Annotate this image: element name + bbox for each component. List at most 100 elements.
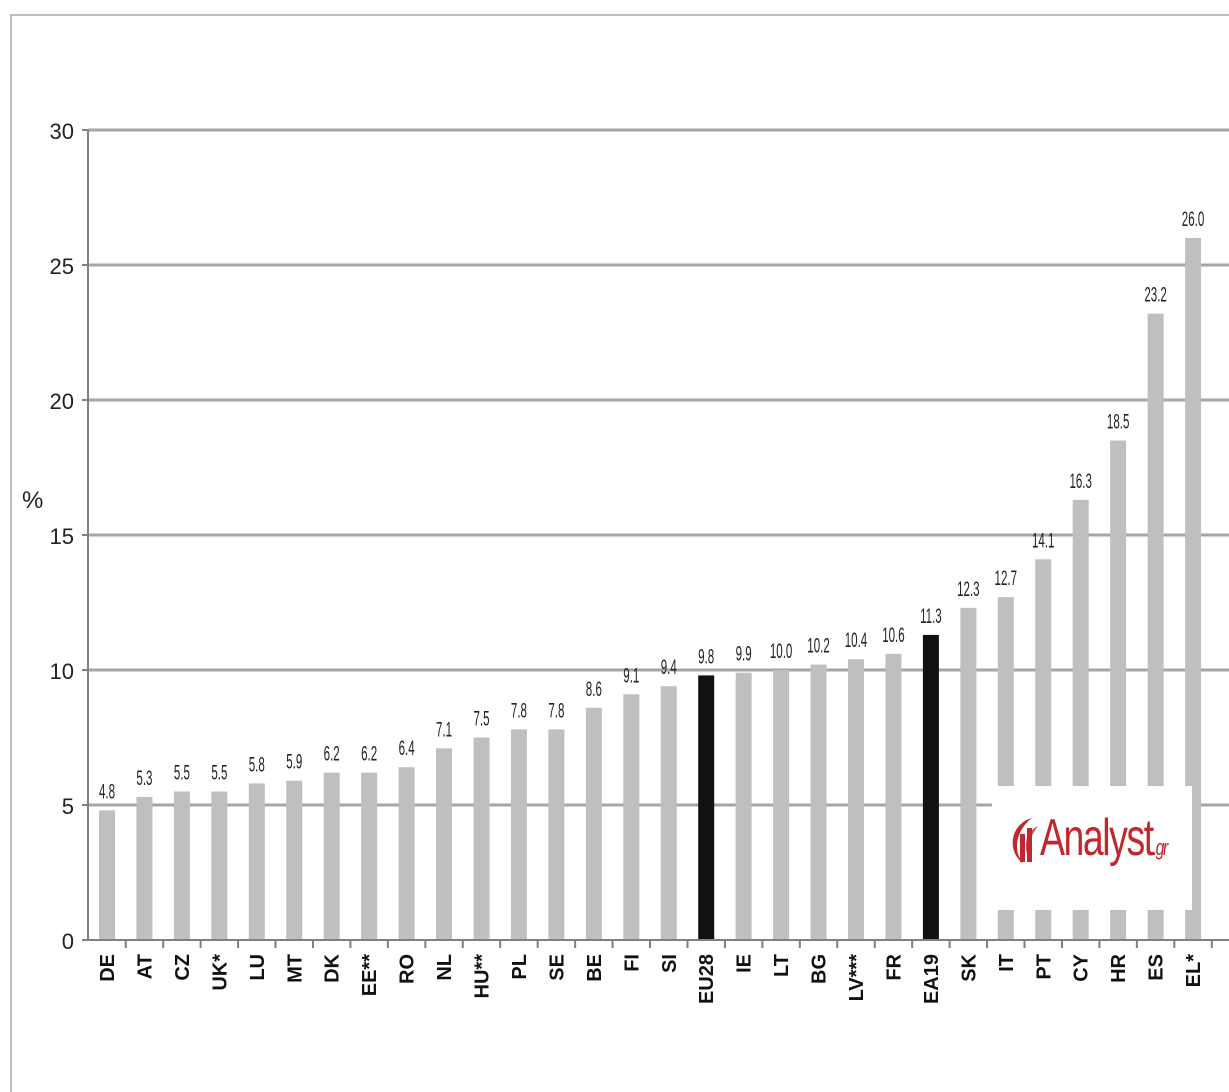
gridlines — [88, 128, 1229, 807]
value-label: 7.5 — [473, 707, 489, 731]
value-label: 10.2 — [807, 634, 829, 658]
x-tick-label: FI — [621, 954, 643, 972]
bar-at — [136, 796, 153, 940]
value-label: 9.9 — [736, 642, 752, 666]
y-tick-label: 5 — [62, 794, 74, 819]
value-label: 6.2 — [361, 742, 377, 766]
value-label: 10.4 — [845, 629, 867, 653]
x-tick-label: CY — [1071, 953, 1093, 981]
watermark-text: Analyst.gr — [1040, 808, 1169, 868]
value-label: 12.3 — [957, 577, 979, 601]
x-tick-label: PT — [1033, 954, 1055, 980]
y-tick-label: 10 — [50, 659, 74, 684]
bar-fr — [885, 653, 902, 940]
y-axis-label: % — [22, 487, 43, 514]
x-tick-label: SI — [659, 954, 681, 973]
y-tick-label: 30 — [50, 119, 74, 144]
y-tick-label: 25 — [50, 254, 74, 279]
value-label: 23.2 — [1144, 283, 1166, 307]
bar-uk — [211, 791, 228, 940]
y-axis-ticks: 0 5 10 15 20 25 30 — [50, 119, 1229, 954]
bar-el — [1185, 238, 1202, 940]
bars — [99, 238, 1202, 941]
x-axis-ticks: DE AT CZ UK* LU MT DK EE** RO NL HU** PL SE BE FI SI EU2… — [97, 940, 1213, 1004]
x-tick-label: DK — [322, 953, 344, 982]
x-tick-label: BG — [809, 954, 831, 984]
value-label: 6.4 — [399, 737, 415, 761]
x-tick-label: SE — [546, 954, 568, 981]
x-tick-label: HR — [1108, 953, 1130, 982]
bar-be — [585, 707, 602, 940]
y-tick-label: 20 — [50, 389, 74, 414]
value-label: 16.3 — [1069, 469, 1091, 493]
value-label: 5.5 — [211, 761, 227, 785]
bar-es — [1147, 313, 1164, 941]
x-tick-label: PL — [509, 954, 531, 980]
value-label: 26.0 — [1182, 207, 1204, 231]
x-tick-label: EL* — [1183, 954, 1205, 988]
value-label: 7.8 — [511, 699, 527, 723]
x-tick-label: SK — [958, 953, 980, 981]
chart-frame — [10, 14, 1229, 1092]
bar-se — [548, 729, 565, 940]
value-label: 5.9 — [286, 750, 302, 774]
bar-fi — [623, 694, 640, 940]
bar-pl — [510, 729, 527, 940]
value-label: 5.3 — [136, 766, 152, 790]
value-label: 12.7 — [995, 566, 1017, 590]
value-label: 10.6 — [882, 623, 904, 647]
x-tick-label: EA19 — [921, 954, 943, 1004]
value-label: 10.0 — [770, 639, 792, 663]
x-tick-label: IT — [996, 954, 1018, 972]
x-tick-label: LV*** — [846, 954, 868, 1002]
bar-eu28 — [698, 675, 715, 940]
watermark-logo: Analyst.gr — [992, 786, 1192, 910]
x-tick-label: IE — [734, 954, 756, 973]
bar-hu — [473, 737, 490, 940]
value-label: 7.1 — [436, 718, 452, 742]
y-tick-label: 15 — [50, 524, 74, 549]
value-label: 5.8 — [249, 753, 265, 777]
bar-ro — [398, 767, 415, 940]
bar-lv — [848, 659, 864, 940]
watermark-suffix: .gr — [1152, 835, 1169, 860]
value-label: 9.8 — [698, 645, 714, 669]
bar-lu — [248, 783, 265, 940]
x-tick-label: NL — [434, 954, 456, 981]
analyst-logo-icon — [1012, 818, 1038, 864]
x-tick-label: UK* — [209, 954, 231, 991]
x-tick-label: CZ — [172, 954, 194, 981]
value-label: 6.2 — [324, 742, 340, 766]
value-label: 8.6 — [586, 677, 602, 701]
value-label: 4.8 — [99, 780, 115, 804]
bar-si — [660, 686, 677, 940]
bar-nl — [436, 748, 453, 940]
bar-ea19 — [922, 634, 939, 940]
bar-bg — [810, 664, 827, 940]
value-label: 14.1 — [1032, 529, 1054, 553]
bar-sk — [960, 607, 977, 940]
x-tick-label: LT — [771, 954, 793, 977]
value-label: 9.4 — [661, 656, 677, 680]
value-label: 7.8 — [548, 699, 564, 723]
x-tick-label: LU — [247, 954, 269, 981]
x-tick-label: RO — [397, 954, 419, 984]
value-label: 11.3 — [920, 604, 942, 628]
x-tick-label: AT — [134, 954, 156, 979]
x-tick-label: FR — [883, 953, 905, 980]
x-tick-label: BE — [584, 954, 606, 982]
bar-cz — [173, 791, 190, 940]
bar-mt — [286, 780, 303, 940]
x-tick-label: EU28 — [696, 954, 718, 1004]
y-tick-label: 0 — [62, 929, 74, 954]
value-labels: 4.8 5.3 5.5 5.5 5.8 5.9 6.2 6.2 6.4 7.1 7.5 7.8 7.8 8… — [99, 207, 1204, 803]
x-tick-label: HU** — [472, 954, 494, 999]
bar-dk — [323, 772, 340, 940]
value-label: 18.5 — [1107, 410, 1129, 434]
x-tick-label: DE — [97, 954, 119, 982]
x-tick-label: ES — [1146, 954, 1168, 981]
bar-ie — [735, 672, 752, 940]
watermark-brand: Analyst — [1040, 809, 1154, 867]
bar-ee — [361, 772, 378, 940]
